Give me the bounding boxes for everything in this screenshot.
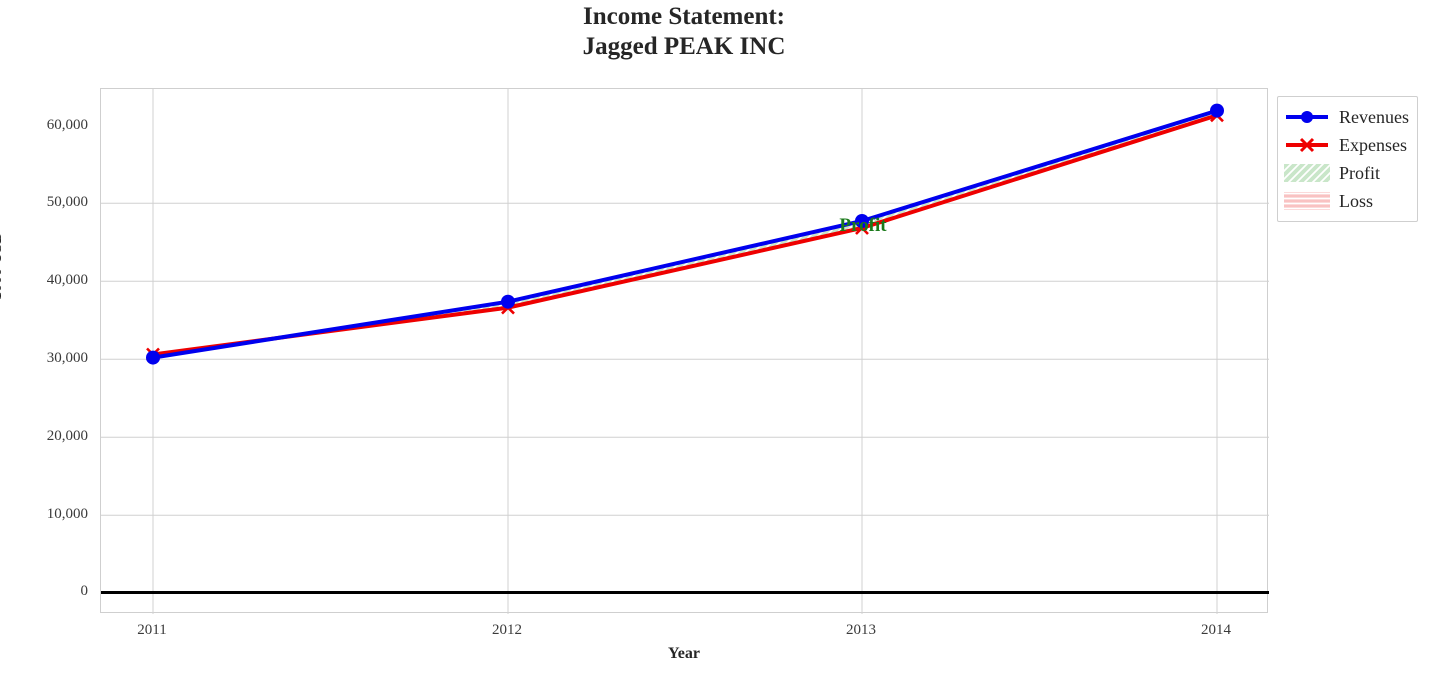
y-tick-label: 60,000 <box>46 117 88 133</box>
x-axis-label: Year <box>668 645 700 662</box>
revenues-legend-key <box>1284 107 1330 127</box>
legend-item-expenses[interactable]: Expenses <box>1284 131 1409 159</box>
revenues-marker-group <box>146 103 1224 365</box>
plot-area: Profit <box>100 88 1269 614</box>
profit-fill-area <box>153 110 1217 358</box>
legend-item-loss[interactable]: Loss <box>1284 187 1409 215</box>
y-tick-label: 20,000 <box>46 428 88 444</box>
revenues-marker <box>855 214 869 228</box>
expenses-legend-key <box>1284 135 1330 155</box>
x-tick-label: 2011 <box>137 622 167 638</box>
expenses-line <box>152 113 1218 357</box>
legend-item-profit[interactable]: Profit <box>1284 159 1409 187</box>
revenues-marker <box>1210 103 1224 118</box>
grid-lines <box>101 89 1269 614</box>
revenues-line <box>152 108 1218 360</box>
chart-legend: Revenues Expenses <box>1277 96 1418 222</box>
legend-label-profit: Profit <box>1339 162 1381 183</box>
y-tick-label: 40,000 <box>46 272 88 288</box>
data-series-layer <box>146 103 1224 365</box>
revenues-marker <box>501 294 515 309</box>
legend-label-expenses: Expenses <box>1339 134 1407 155</box>
profit-legend-swatch <box>1284 163 1330 183</box>
profit-annotation-label: Profit <box>839 215 887 236</box>
legend-label-revenues: Revenues <box>1339 106 1409 127</box>
legend-item-revenues[interactable]: Revenues <box>1284 103 1409 131</box>
revenues-marker <box>146 350 160 365</box>
y-tick-label: 30,000 <box>46 350 88 366</box>
y-tick-label: 10,000 <box>46 506 88 522</box>
y-tick-label: 50,000 <box>46 194 88 210</box>
x-tick-label: 2014 <box>1201 622 1231 638</box>
x-tick-label: 2012 <box>492 622 522 638</box>
x-tick-label: 2013 <box>846 622 876 638</box>
loss-legend-swatch <box>1284 191 1330 211</box>
legend-label-loss: Loss <box>1339 190 1374 211</box>
y-axis-label: 1000 USD <box>0 231 5 300</box>
chart-title: Income Statement: Jagged PEAK INC <box>582 3 786 60</box>
y-tick-label: 0 <box>80 583 89 599</box>
expenses-marker-group <box>146 108 1224 362</box>
